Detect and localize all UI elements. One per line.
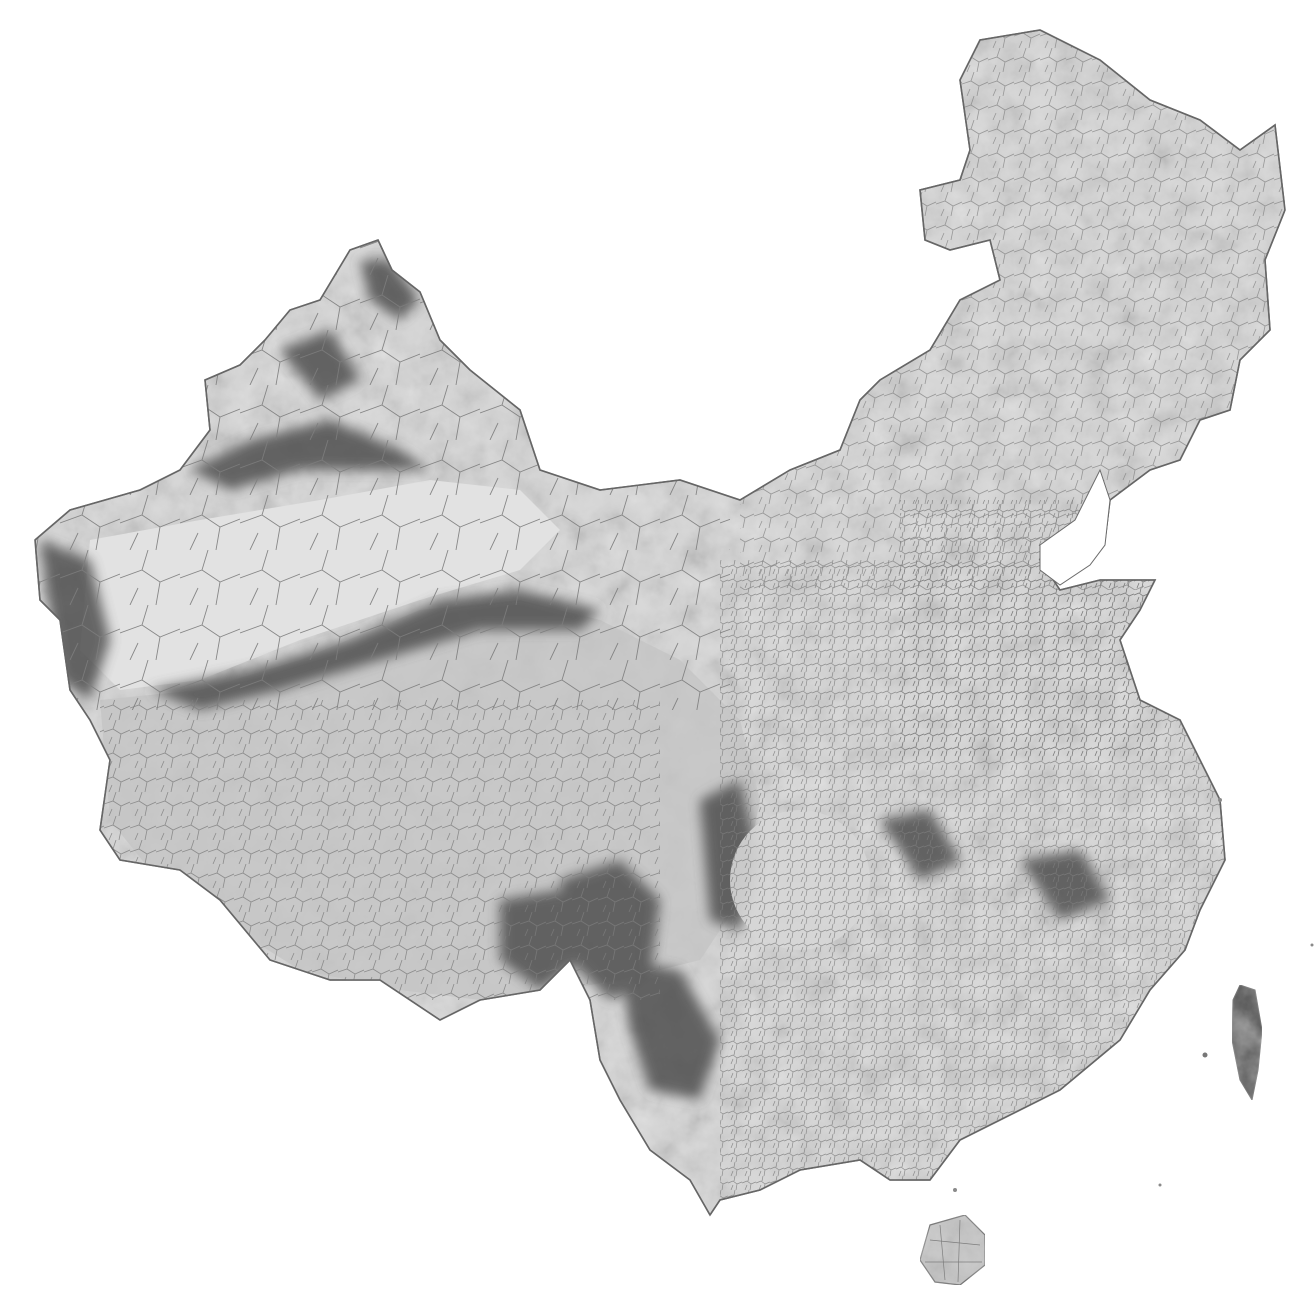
bohai-sea	[1039, 468, 1111, 586]
offshore-islets	[953, 798, 1314, 1192]
taiwan-island	[1202, 984, 1263, 1102]
hainan-island	[919, 1214, 986, 1286]
